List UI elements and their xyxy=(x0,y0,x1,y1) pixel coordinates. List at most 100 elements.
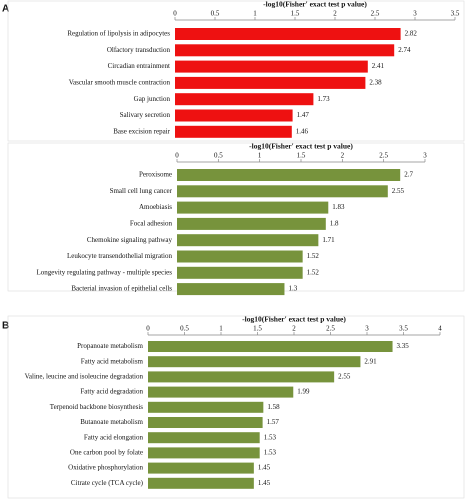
x-tick-label: 0.5 xyxy=(180,325,189,333)
category-label: Peroxisome xyxy=(139,171,172,179)
bar xyxy=(177,234,319,247)
panel-label: B xyxy=(2,321,9,332)
value-label: 1.71 xyxy=(322,236,335,244)
x-tick-label: 0 xyxy=(146,325,150,333)
value-label: 2.55 xyxy=(392,187,405,195)
category-label: Bacterial invasion of epithelial cells xyxy=(71,285,172,293)
category-label: Chemokine signaling pathway xyxy=(87,236,173,244)
bar xyxy=(177,266,303,279)
category-label: Regulation of lipolysis in adipocytes xyxy=(67,30,170,38)
x-tick-label: 1 xyxy=(258,152,262,160)
bar xyxy=(148,371,335,383)
category-label: Propanoate metabolism xyxy=(77,342,143,350)
x-tick-label: 2 xyxy=(333,10,337,18)
value-label: 1.53 xyxy=(264,449,277,457)
chart-frame xyxy=(7,315,465,499)
bar xyxy=(148,417,263,428)
category-label: Amoebiasis xyxy=(139,203,172,211)
x-tick-label: 3.5 xyxy=(451,10,460,18)
value-label: 2.82 xyxy=(405,30,418,38)
category-label: Focal adhesion xyxy=(130,220,173,228)
value-label: 1.3 xyxy=(288,285,297,293)
value-label: 2.41 xyxy=(372,62,385,70)
value-label: 1.8 xyxy=(330,220,339,228)
x-tick-label: 0.5 xyxy=(211,10,220,18)
category-label: Small cell lung cancer xyxy=(110,187,173,195)
x-tick-label: 3 xyxy=(423,152,427,160)
x-tick-label: 1 xyxy=(253,10,257,18)
axis-title: -log10(Fisher' exact test p value) xyxy=(249,142,353,151)
category-label: Fatty acid metabolism xyxy=(81,357,144,365)
x-tick-label: 1.5 xyxy=(253,325,262,333)
value-label: 2.91 xyxy=(364,357,377,365)
category-label: Leukocyte transendothelial migration xyxy=(67,252,172,260)
bar xyxy=(148,477,254,489)
x-tick-label: 0 xyxy=(175,152,179,160)
category-label: Oxidative phosphorylation xyxy=(68,464,143,472)
bar xyxy=(148,356,361,368)
category-label: Gap junction xyxy=(134,95,171,103)
value-label: 2.55 xyxy=(338,373,351,381)
bar xyxy=(177,283,285,296)
value-label: 1.45 xyxy=(258,479,271,487)
value-label: 1.46 xyxy=(296,127,309,135)
category-label: Salivary secretion xyxy=(120,111,171,119)
category-label: Fatty acid degradation xyxy=(80,388,143,396)
bar xyxy=(175,125,292,138)
value-label: 1.53 xyxy=(264,433,277,441)
value-label: 1.45 xyxy=(258,464,271,472)
x-tick-label: 0.5 xyxy=(214,152,223,160)
x-tick-label: 1.5 xyxy=(291,10,300,18)
x-tick-label: 2.5 xyxy=(371,10,380,18)
bar xyxy=(177,185,388,198)
bar xyxy=(177,250,303,263)
x-tick-label: 2.5 xyxy=(326,325,335,333)
category-label: Valine, leucine and isoleucine degradati… xyxy=(25,373,144,381)
bar xyxy=(175,44,395,57)
category-label: Longevity regulating pathway - multiple … xyxy=(37,268,173,276)
value-label: 1.83 xyxy=(332,203,345,211)
bar xyxy=(148,447,260,459)
bar xyxy=(175,93,314,106)
x-tick-label: 2 xyxy=(341,152,345,160)
x-tick-label: 4 xyxy=(438,325,442,333)
chart-frame xyxy=(7,0,465,142)
x-tick-label: 3 xyxy=(413,10,417,18)
category-label: Vascular smooth muscle contraction xyxy=(69,79,171,87)
category-label: One carbon pool by folate xyxy=(70,449,143,457)
x-tick-label: 0 xyxy=(173,10,177,18)
panel-label: A xyxy=(2,4,9,15)
value-label: 2.7 xyxy=(404,171,413,179)
bar xyxy=(175,76,366,89)
value-label: 2.38 xyxy=(369,79,382,87)
value-label: 1.73 xyxy=(317,95,330,103)
bar xyxy=(148,386,294,398)
value-label: 1.58 xyxy=(267,403,280,411)
axis-title: -log10(Fisher' exact test p value) xyxy=(242,315,346,324)
category-label: Butanoate metabolism xyxy=(80,418,143,426)
bar xyxy=(177,169,401,181)
value-label: 1.52 xyxy=(307,252,320,260)
category-label: Fatty acid elongation xyxy=(84,433,144,441)
axis-title: -log10(Fisher' exact test p value) xyxy=(263,0,367,9)
value-label: 1.99 xyxy=(297,388,310,396)
category-label: Circadian entrainment xyxy=(108,62,170,70)
x-tick-label: 2.5 xyxy=(379,152,388,160)
value-label: 3.35 xyxy=(397,342,410,350)
x-tick-label: 1 xyxy=(219,325,223,333)
x-tick-label: 3 xyxy=(365,325,369,333)
bar xyxy=(175,60,368,73)
bar xyxy=(148,341,393,352)
bar xyxy=(175,109,293,122)
category-label: Base excision repair xyxy=(113,127,170,135)
x-tick-label: 1.5 xyxy=(297,152,306,160)
bar xyxy=(148,401,264,413)
category-label: Citrate cycle (TCA cycle) xyxy=(71,479,144,487)
bar xyxy=(177,201,329,214)
x-tick-label: 2 xyxy=(292,325,296,333)
x-tick-label: 3.5 xyxy=(399,325,408,333)
value-label: 1.47 xyxy=(297,111,310,119)
category-label: Olfactory transduction xyxy=(107,46,171,54)
bar xyxy=(175,28,401,40)
